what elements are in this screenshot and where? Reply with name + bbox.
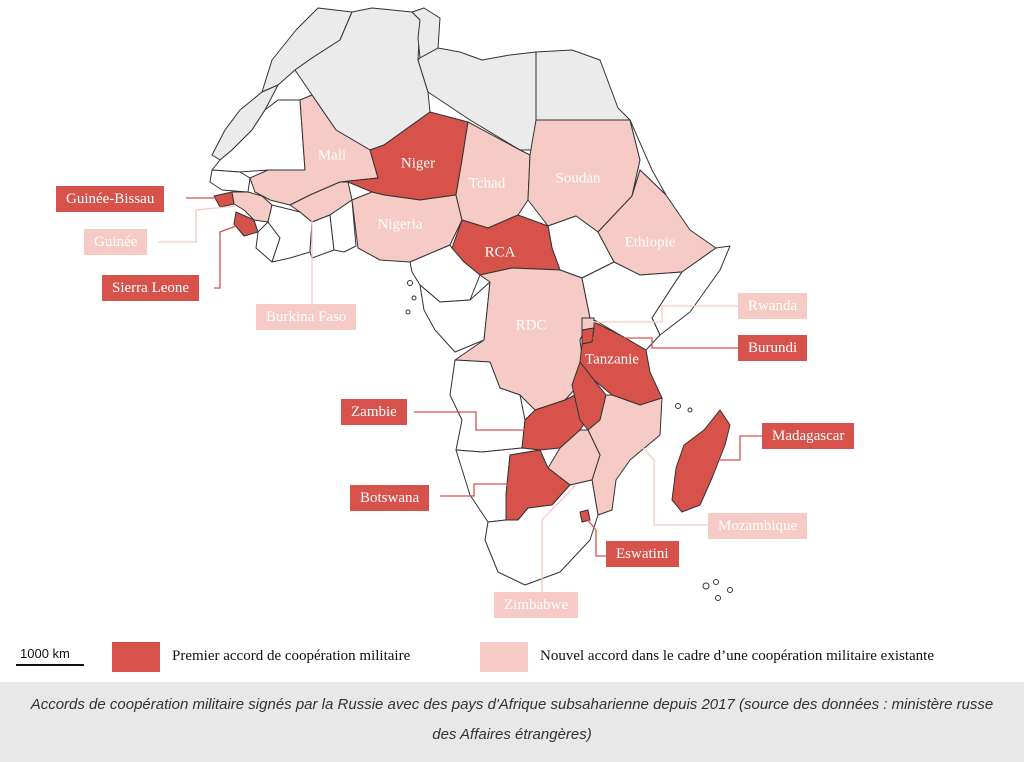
island-cape-verde-2 [411, 295, 417, 301]
label-burundi: Burundi [738, 335, 808, 361]
island-mauritius-3 [715, 595, 721, 601]
map-label-nigeria: Nigeria [377, 216, 423, 233]
map-label-mali: Mali [317, 147, 347, 164]
island-mauritius-2 [713, 579, 719, 585]
map-label-ethiopie: Ethiopie [624, 234, 676, 251]
region-cameroon [409, 244, 481, 303]
region-madagascar [671, 409, 731, 513]
map-label-tanzanie: Tanzanie [585, 351, 639, 368]
label-zimbabwe: Zimbabwe [494, 592, 579, 618]
region-ghana [309, 214, 335, 259]
leader-burundi [590, 337, 738, 349]
island-mauritius-4 [727, 587, 733, 593]
label-mozambique: Mozambique [708, 513, 808, 539]
map-area: Niger Mali Tchad Soudan Nigeria Ethiopie… [16, 7, 934, 672]
region-togo-benin [329, 199, 357, 253]
leader-eswatini [585, 517, 606, 557]
label-rwanda: Rwanda [738, 293, 808, 319]
leader-guinee [158, 205, 237, 243]
island-comoros-2 [687, 407, 693, 413]
label-botswana: Botswana [350, 485, 430, 511]
island-mauritius-1 [702, 582, 710, 590]
region-senegal [209, 169, 251, 193]
leader-zambie [414, 411, 540, 431]
map-label-rdc: RDC [515, 317, 547, 334]
label-burkina-faso: Burkina Faso [256, 304, 357, 330]
legend-text-new: Nouvel accord dans le cadre d’une coopér… [540, 648, 934, 664]
map-label-rca: RCA [484, 244, 516, 261]
map-label-tchad: Tchad [468, 175, 506, 192]
map-label-niger: Niger [400, 155, 436, 172]
label-eswatini: Eswatini [606, 541, 679, 567]
label-guinee: Guinée [84, 229, 148, 255]
leader-madagascar [712, 435, 762, 461]
legend-text-first: Premier accord de coopération militaire [172, 648, 411, 664]
island-cape-verde-1 [407, 280, 413, 286]
map-caption: Accords de coopération militaire signés … [0, 682, 1024, 762]
region-sierra-leone [233, 211, 259, 237]
label-sierra-leone: Sierra Leone [102, 275, 200, 301]
leader-botswana [440, 483, 512, 497]
legend-swatch-new [480, 642, 528, 672]
leader-rwanda [590, 305, 738, 323]
region-uganda-kenya [581, 261, 683, 351]
region-guinea-bissau [213, 191, 235, 208]
legend-scale-bar [16, 664, 84, 666]
legend-swatch-first [112, 642, 160, 672]
island-comoros-1 [675, 403, 681, 409]
legend-scale-label: 1000 km [20, 646, 70, 661]
label-zambie: Zambie [341, 399, 407, 425]
leader-mozambique [635, 439, 708, 526]
leader-zimbabwe [541, 485, 576, 592]
africa-map [158, 7, 762, 601]
region-mozambique [587, 394, 663, 516]
region-egypt [535, 49, 631, 121]
leader-sierra-leone [214, 225, 237, 289]
label-madagascar: Madagascar [762, 423, 855, 449]
island-cape-verde-3 [405, 309, 411, 315]
map-label-soudan: Soudan [555, 170, 601, 187]
label-guinee-bissau: Guinée-Bissau [56, 186, 165, 212]
